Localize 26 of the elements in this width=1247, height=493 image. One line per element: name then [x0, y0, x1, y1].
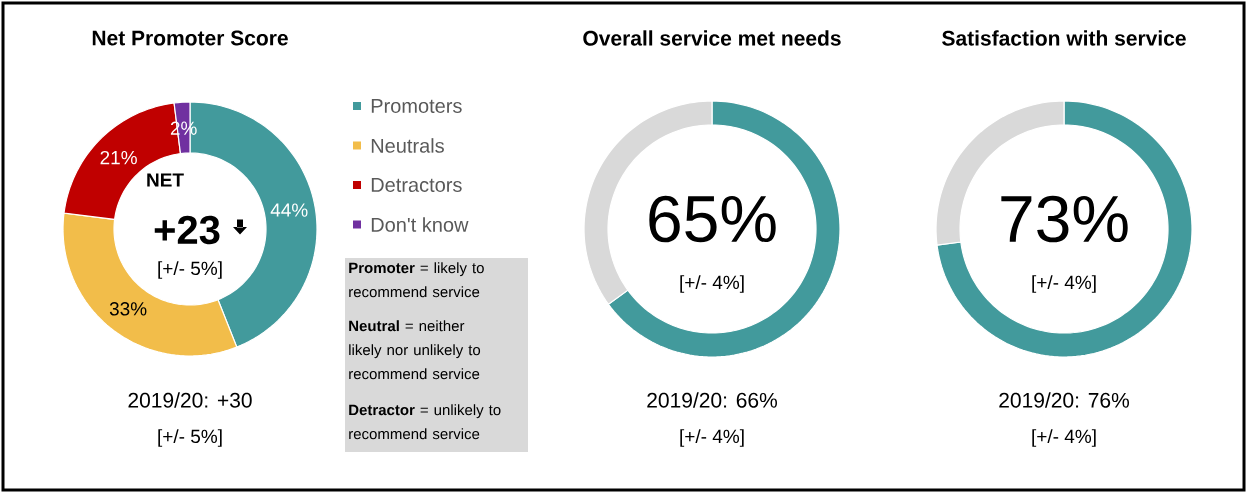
data-label: 21% [100, 150, 137, 165]
data-label: 65% [649, 195, 776, 243]
text: [+/- 5%] [158, 429, 222, 447]
text: Promoter = likely to recommend service [349, 262, 484, 298]
text: NET [147, 173, 184, 187]
text: 2019/20: 66% [647, 392, 778, 408]
text: Detractor = unlikely to recommend service [349, 404, 501, 440]
chart-title: Satisfaction with service [942, 30, 1186, 46]
legend-label: Neutrals [371, 138, 444, 153]
text: 2019/20: +30 [128, 392, 252, 408]
text: 2019/20: 76% [999, 392, 1130, 408]
text: [+/- 4%] [680, 275, 744, 293]
text: [+/- 4%] [680, 429, 744, 447]
data-label: 33% [109, 302, 147, 316]
legend-label: Don't know [371, 217, 469, 232]
data-label: 73% [1001, 195, 1128, 243]
text: Neutral = neither likely nor unlikely to recommend service [349, 320, 481, 380]
text: [+/- 5%] [158, 261, 222, 279]
data-label: 44% [270, 203, 308, 217]
text: +23 [154, 215, 220, 245]
legend-label: Promoters [371, 99, 462, 113]
legend-label: Detractors [371, 178, 462, 192]
text: [+/- 4%] [1032, 429, 1096, 447]
chart-title: Overall service met needs [583, 30, 841, 46]
text: [+/- 4%] [1032, 275, 1096, 293]
chart-title: Net Promoter Score [92, 30, 288, 46]
